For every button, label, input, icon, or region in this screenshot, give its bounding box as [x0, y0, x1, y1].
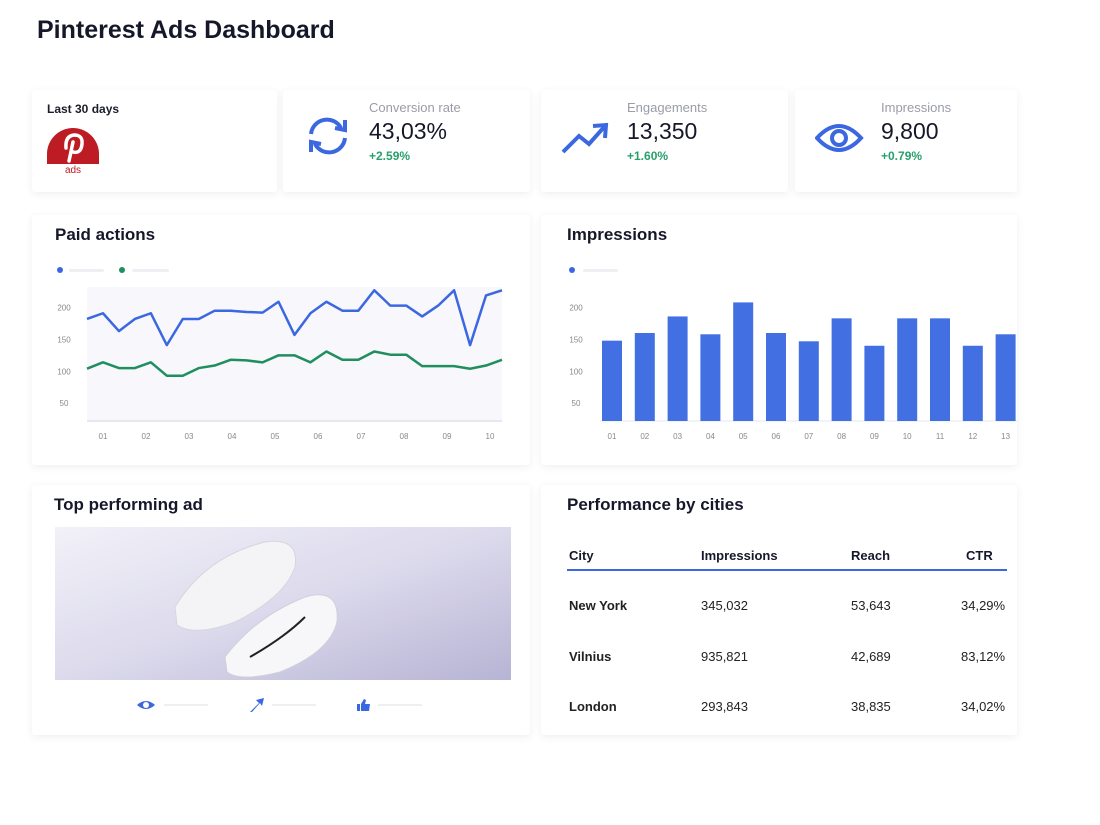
kpi-label: Impressions — [881, 100, 952, 115]
cell-ctr: 34,29% — [961, 598, 1006, 613]
kpi-card-engagements: Engagements 13,350 +1.60% — [541, 90, 788, 192]
shares-stat — [248, 697, 328, 718]
legend-label-impressions — [583, 269, 618, 272]
header-city: City — [569, 548, 594, 563]
logo-ads-text: ads — [64, 165, 82, 176]
cell-ctr: 34,02% — [961, 699, 1006, 714]
cell-city: Vilnius — [569, 649, 612, 664]
kpi-delta: +0.79% — [881, 149, 923, 163]
kpi-value: 43,03% — [369, 118, 448, 144]
ad-image[interactable] — [55, 527, 511, 680]
cell-reach: 38,835 — [851, 699, 891, 714]
trending-up-icon — [561, 114, 611, 163]
cell-ctr: 83,12% — [961, 649, 1006, 664]
cell-reach: 42,689 — [851, 649, 891, 664]
kpi-label: Conversion rate — [369, 100, 461, 115]
header-divider — [567, 569, 1007, 571]
refresh-icon — [303, 114, 353, 163]
cell-impressions: 293,843 — [701, 699, 748, 714]
top-ad-title: Top performing ad — [54, 495, 203, 514]
paid-actions-card: Paid actions — [32, 215, 530, 465]
legend-dot-series-2 — [119, 267, 125, 273]
header-reach: Reach — [851, 548, 891, 563]
cell-city: New York — [569, 598, 628, 613]
kpi-label: Engagements — [627, 100, 708, 115]
legend-label-series-2 — [132, 269, 169, 272]
period-card: Last 30 days ads — [32, 90, 277, 192]
views-stat — [136, 697, 216, 718]
cell-city: London — [569, 699, 617, 714]
cell-reach: 53,643 — [851, 598, 891, 613]
period-label: Last 30 days — [47, 102, 120, 116]
eye-icon — [814, 114, 865, 163]
likes-stat — [356, 697, 436, 718]
kpi-value: 9,800 — [881, 118, 939, 144]
header-ctr: CTR — [966, 548, 993, 563]
impressions-title: Impressions — [567, 225, 668, 244]
cell-impressions: 345,032 — [701, 598, 748, 613]
kpi-delta: +1.60% — [627, 149, 669, 163]
paid-actions-title: Paid actions — [55, 225, 156, 244]
top-ad-card: Top performing ad — [32, 485, 530, 735]
cities-card: Performance by cities City Impressions R… — [541, 485, 1017, 735]
kpi-card-conversion: Conversion rate 43,03% +2.59% — [283, 90, 530, 192]
legend-label-series-1 — [69, 269, 104, 272]
header-impressions: Impressions — [701, 548, 778, 563]
pinterest-logo-icon — [47, 128, 99, 164]
page-title: Pinterest Ads Dashboard — [37, 16, 335, 44]
kpi-value: 13,350 — [627, 118, 698, 144]
kpi-delta: +2.59% — [369, 149, 411, 163]
legend-dot-impressions — [569, 267, 575, 273]
cell-impressions: 935,821 — [701, 649, 748, 664]
legend-dot-series-1 — [57, 267, 63, 273]
cities-title: Performance by cities — [567, 495, 744, 514]
kpi-card-impressions: Impressions 9,800 +0.79% — [795, 90, 1017, 192]
impressions-card: Impressions — [541, 215, 1017, 465]
